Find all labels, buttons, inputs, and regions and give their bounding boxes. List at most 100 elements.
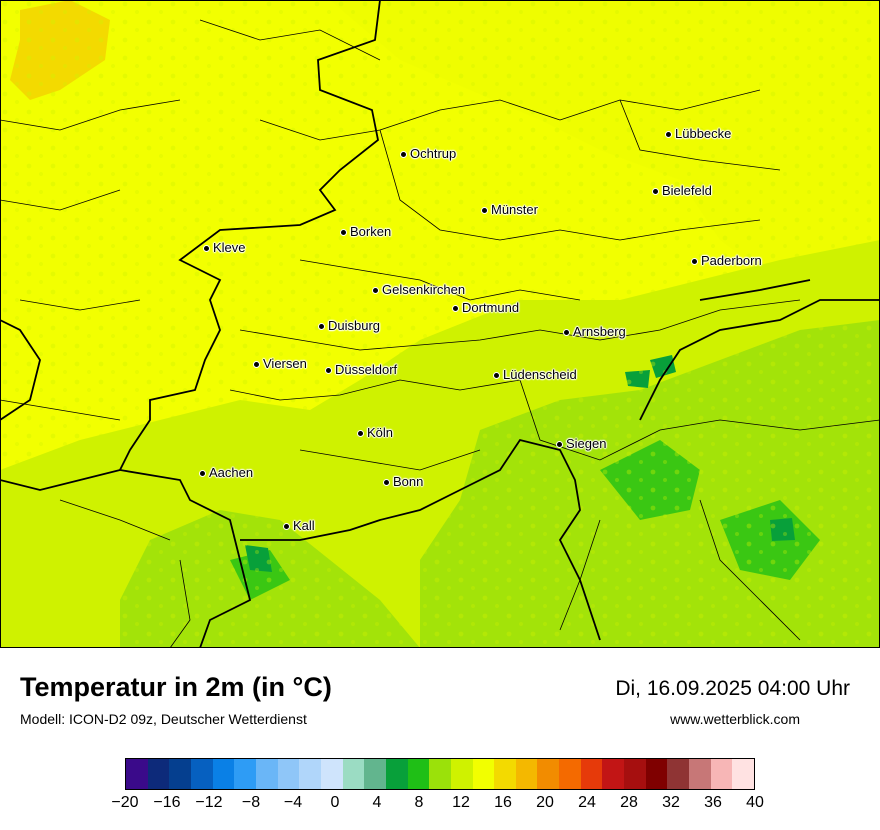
website-link[interactable]: www.wetterblick.com <box>670 711 800 727</box>
colorbar-segment <box>299 759 321 789</box>
city-name: Aachen <box>209 465 254 480</box>
colorbar-segment <box>450 759 473 789</box>
colorbar-tick: 0 <box>330 794 340 811</box>
city-label-luebbecke: Lübbecke <box>666 126 731 141</box>
colorbar-segment <box>689 759 711 789</box>
colorbar-tick: 4 <box>372 794 382 811</box>
city-name: Bielefeld <box>662 183 712 198</box>
city-dot-icon <box>401 152 406 158</box>
temperature-colorbar <box>125 758 755 790</box>
colorbar-tick: 32 <box>662 794 680 811</box>
colorbar-segment <box>255 759 278 789</box>
city-dot-icon <box>284 524 289 530</box>
city-label-dortmund: Dortmund <box>453 300 519 315</box>
city-dot-icon <box>557 442 562 448</box>
colorbar-tick: 40 <box>746 794 764 811</box>
colorbar-segment <box>732 759 755 789</box>
colorbar-segment <box>624 759 646 789</box>
colorbar-segment <box>472 759 495 789</box>
colorbar-segment <box>645 759 668 789</box>
colorbar-segment <box>667 759 690 789</box>
colorbar-segment <box>494 759 516 789</box>
colorbar-segment <box>190 759 213 789</box>
colorbar-segment <box>169 759 191 789</box>
colorbar-segment <box>515 759 538 789</box>
city-name: Viersen <box>263 356 307 371</box>
colorbar-tick-labels: −20 −16 −12 −8 −4 0 4 8 12 16 20 24 28 32 36 40 <box>111 794 763 814</box>
city-name: Münster <box>491 202 538 217</box>
city-dot-icon <box>494 373 499 379</box>
colorbar-segment <box>559 759 581 789</box>
city-label-arnsberg: Arnsberg <box>564 324 626 339</box>
city-name: Gelsenkirchen <box>382 282 466 297</box>
colorbar-segment <box>710 759 733 789</box>
colorbar-tick: −12 <box>195 794 223 811</box>
city-dot-icon <box>358 431 363 437</box>
city-label-bonn: Bonn <box>384 474 423 489</box>
colorbar-tick: −20 <box>111 794 139 811</box>
city-name: Arnsberg <box>573 324 626 339</box>
city-name: Lübbecke <box>675 126 732 141</box>
colorbar-tick: 24 <box>578 794 596 811</box>
city-name: Paderborn <box>701 253 762 268</box>
city-name: Kleve <box>213 240 246 255</box>
colorbar-segment <box>602 759 625 789</box>
city-label-muenster: Münster <box>482 202 538 217</box>
colorbar-tick: 20 <box>536 794 554 811</box>
city-label-luedenscheid: Lüdenscheid <box>494 367 577 382</box>
city-dot-icon <box>482 208 487 214</box>
city-name: Bonn <box>393 474 424 489</box>
city-name: Köln <box>367 425 394 440</box>
city-dot-icon <box>200 471 205 477</box>
colorbar-segment <box>212 759 235 789</box>
state-borders <box>0 0 880 648</box>
colorbar-segment <box>147 759 170 789</box>
city-label-duesseldorf: Düsseldorf <box>326 362 397 377</box>
city-name: Lüdenscheid <box>503 367 577 382</box>
colorbar-segment <box>320 759 343 789</box>
colorbar-segment <box>126 759 148 789</box>
city-label-aachen: Aachen <box>200 465 253 480</box>
city-label-kleve: Kleve <box>204 240 246 255</box>
city-dot-icon <box>384 480 389 486</box>
colorbar-segment <box>580 759 603 789</box>
city-name: Düsseldorf <box>335 362 398 377</box>
colorbar-segment <box>407 759 430 789</box>
colorbar-segment <box>342 759 365 789</box>
city-name: Siegen <box>566 436 607 451</box>
city-label-siegen: Siegen <box>557 436 606 451</box>
city-dot-icon <box>319 324 324 330</box>
city-name: Dortmund <box>462 300 520 315</box>
city-name: Ochtrup <box>410 146 457 161</box>
city-dot-icon <box>564 330 569 336</box>
colorbar-tick: −8 <box>241 794 261 811</box>
city-label-viersen: Viersen <box>254 356 307 371</box>
city-label-ochtrup: Ochtrup <box>401 146 456 161</box>
colorbar-tick: 36 <box>704 794 722 811</box>
forecast-datetime: Di, 16.09.2025 04:00 Uhr <box>615 677 850 700</box>
colorbar-segment <box>364 759 386 789</box>
map-title: Temperatur in 2m (in °C) <box>20 672 332 702</box>
colorbar-tick: −4 <box>283 794 303 811</box>
colorbar-segment <box>537 759 560 789</box>
city-dot-icon <box>373 288 378 294</box>
colorbar-segment <box>234 759 256 789</box>
temperature-map <box>0 0 880 648</box>
city-name: Kall <box>293 518 315 533</box>
city-dot-icon <box>653 189 658 195</box>
city-label-duisburg: Duisburg <box>319 318 380 333</box>
colorbar-tick: 8 <box>414 794 424 811</box>
city-label-bielefeld: Bielefeld <box>653 183 712 198</box>
city-label-paderborn: Paderborn <box>692 253 762 268</box>
city-dot-icon <box>666 132 671 138</box>
city-dot-icon <box>254 362 259 368</box>
colorbar-segment <box>385 759 408 789</box>
colorbar-tick: −16 <box>153 794 181 811</box>
city-dot-icon <box>326 368 331 374</box>
city-dot-icon <box>453 306 458 312</box>
city-dot-icon <box>204 246 209 252</box>
city-name: Duisburg <box>328 318 381 333</box>
colorbar-segment <box>429 759 451 789</box>
city-label-kall: Kall <box>284 518 315 533</box>
colorbar-tick: 28 <box>620 794 638 811</box>
